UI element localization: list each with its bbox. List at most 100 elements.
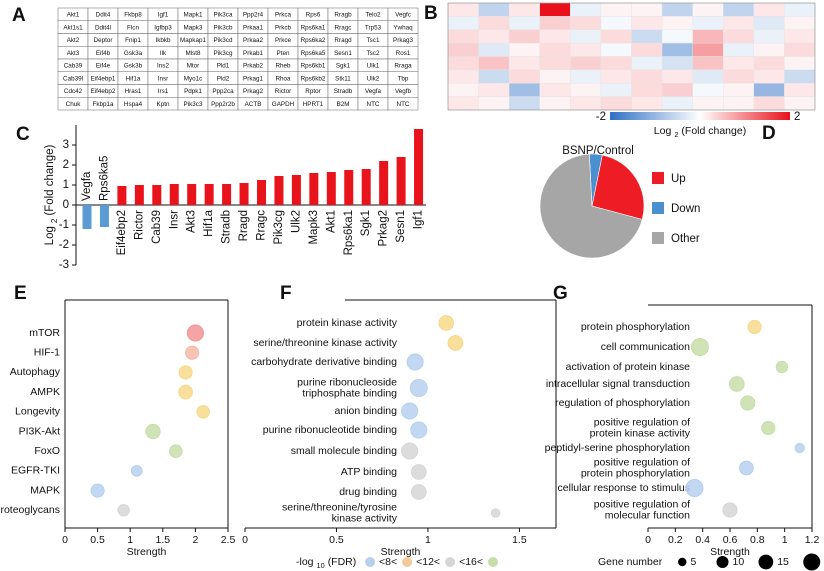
- size-legend-label: 10: [733, 556, 745, 568]
- panel-letter: A: [12, 5, 26, 26]
- y-tick-label: 2: [63, 159, 69, 171]
- legend-label: Up: [671, 173, 686, 185]
- heatmap-cell: [661, 83, 693, 97]
- bar: [204, 184, 214, 205]
- x-tick-label: Rragc: [256, 210, 268, 241]
- legend-label: Other: [671, 233, 700, 245]
- heatmap-cell: [753, 96, 785, 111]
- table-text: Eif4ebp1: [91, 75, 116, 82]
- bubble: [739, 460, 754, 476]
- x-tick-label: Igf1: [413, 210, 425, 229]
- table-text: Eif4e: [96, 63, 111, 70]
- bar: [257, 180, 266, 205]
- bar: [309, 173, 319, 205]
- heatmap-cell: [570, 56, 602, 71]
- y-category-label: EGFR-TKI: [11, 465, 60, 477]
- table-text: Cab39: [64, 63, 83, 70]
- heatmap-cell: [600, 42, 632, 57]
- y-category-label: ATP binding: [341, 466, 397, 478]
- table-text: Akt1s1: [63, 24, 83, 31]
- table-text: Sesn1: [334, 50, 352, 57]
- heatmap-cell: [600, 2, 632, 17]
- x-tick-label: Mapk3: [308, 210, 320, 245]
- colorbar-tick-label: -2: [596, 111, 606, 123]
- table-text: Mtor: [187, 63, 200, 70]
- legend-title: Gene number: [598, 556, 663, 568]
- table-text: Vegfa: [365, 88, 382, 95]
- y-tick-label: -3: [59, 259, 69, 271]
- y-tick-label: -2: [59, 239, 69, 251]
- bubble: [401, 442, 419, 460]
- heatmap-cell: [784, 56, 816, 71]
- bar: [134, 185, 144, 205]
- bar: [152, 185, 162, 205]
- table-text: Prkcb: [275, 24, 292, 31]
- table-text: NTC: [367, 101, 380, 108]
- heatmap-cell: [631, 96, 663, 111]
- bubble: [722, 502, 738, 518]
- bubble: [185, 345, 200, 360]
- x-axis-label: Strength: [710, 546, 750, 558]
- table-text: Gsk3a: [124, 50, 143, 57]
- heatmap-cell: [723, 83, 755, 97]
- bubble: [401, 402, 419, 420]
- x-tick-label: Rps6ka1: [343, 210, 355, 255]
- heatmap-cell: [692, 56, 724, 71]
- legend-swatch: [652, 202, 664, 214]
- bar: [291, 175, 301, 205]
- table-text: Irs1: [158, 88, 169, 95]
- table-text: Sgk1: [336, 63, 351, 70]
- panel-letter: B: [424, 3, 438, 24]
- heatmap-cell: [631, 29, 663, 44]
- bubble: [178, 384, 193, 400]
- x-tick-label: 1: [425, 534, 431, 546]
- x-tick-label: Rps6ka5: [98, 156, 110, 201]
- table-text: Telo2: [365, 12, 381, 19]
- x-tick-label: 0.5: [90, 534, 105, 546]
- table-text: Ulk2: [367, 75, 380, 82]
- x-tick-label: 1.5: [155, 534, 170, 546]
- y-category-label: purine ribonucleotide binding: [263, 424, 397, 436]
- table-text: Ywhaq: [393, 24, 413, 31]
- heatmap-cell: [447, 69, 479, 84]
- x-tick-label: Akt1: [325, 210, 337, 233]
- heatmap-cell: [723, 69, 755, 84]
- y-category-label: mTOR: [29, 327, 60, 339]
- table-text: Prkaa1: [243, 24, 263, 31]
- heatmap-cell: [723, 56, 755, 71]
- table-text: Pik3cb: [214, 24, 233, 31]
- y-category-label: Longevity: [15, 406, 61, 418]
- heatmap-cell: [447, 16, 479, 30]
- y-category-label: positive regulation of: [594, 456, 690, 468]
- x-tick-label: Vegfa: [81, 171, 93, 201]
- heatmap-cell: [631, 83, 663, 97]
- y-category-label: protein phosphorylation: [581, 467, 690, 479]
- panel-letter: F: [280, 283, 292, 304]
- table-text: Tbp: [398, 75, 409, 82]
- heatmap-cell: [447, 56, 479, 71]
- bubble: [794, 442, 805, 454]
- heatmap-cell: [508, 56, 540, 71]
- heatmap-cell: [478, 69, 510, 84]
- legend-label: <12<: [416, 556, 440, 568]
- panel-letter: C: [16, 124, 30, 145]
- heatmap-cell: [478, 56, 510, 71]
- bubble: [690, 338, 709, 356]
- table-text: Fnip1: [125, 37, 141, 44]
- heatmap-cell: [570, 42, 602, 57]
- legend-marker: [488, 557, 499, 567]
- heatmap-cell: [661, 96, 693, 111]
- heatmap-cell: [447, 83, 479, 97]
- heatmap-cell: [600, 29, 632, 44]
- y-category-label: peptidyl-serine phosphorylation: [545, 442, 690, 454]
- y-category-label: triphosphate binding: [302, 387, 397, 399]
- y-category-label: protein kinase activity: [590, 427, 691, 439]
- heatmap-cell: [661, 69, 693, 84]
- x-tick-label: 0: [242, 534, 248, 546]
- heatmap-cell: [508, 16, 540, 30]
- heatmap-cell: [753, 29, 785, 44]
- bubble: [410, 421, 428, 439]
- bar: [187, 184, 197, 205]
- x-tick-label: Ulk2: [290, 210, 302, 233]
